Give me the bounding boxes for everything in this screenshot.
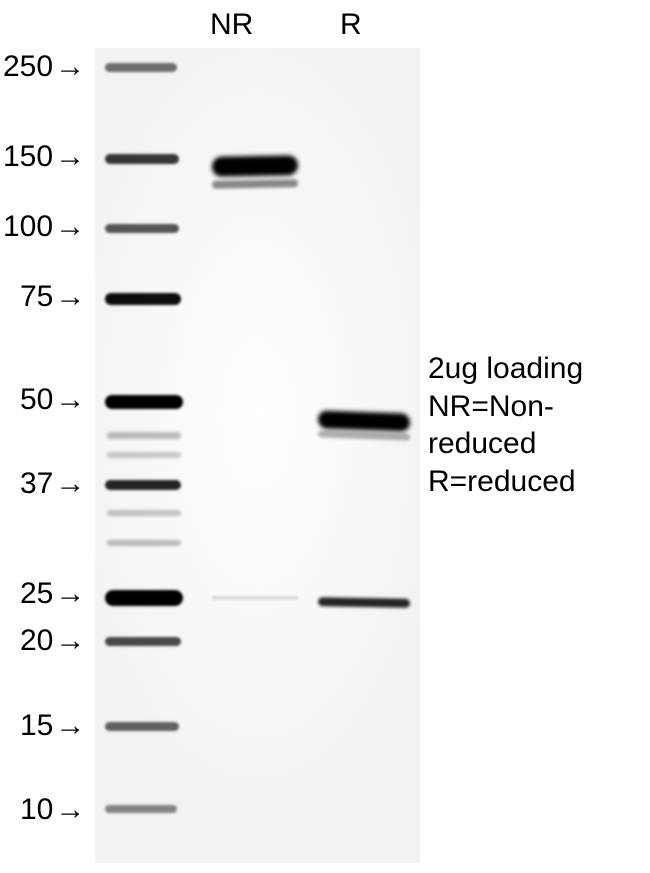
band-NR-1 [212, 179, 298, 189]
legend-line-3: R=reduced [428, 463, 583, 501]
legend-line-2: reduced [428, 425, 583, 463]
lane-header-nr: NR [210, 8, 253, 42]
arrow-icon: → [55, 709, 85, 743]
lane-header-r: R [340, 8, 362, 42]
mw-value: 50 [20, 383, 53, 417]
mw-value: 150 [3, 140, 53, 174]
mw-value: 25 [20, 577, 53, 611]
mw-value: 250 [3, 50, 53, 84]
band-R-2 [318, 597, 410, 608]
mw-label-150: 150→ [3, 140, 85, 174]
band-NR-0 [212, 155, 298, 177]
ladder-band-150 [105, 154, 179, 164]
ladder-smear-0 [107, 432, 181, 439]
legend-line-0: 2ug loading [428, 350, 583, 388]
ladder-band-37 [105, 480, 181, 490]
mw-value: 37 [20, 467, 53, 501]
band-NR-2 [212, 596, 298, 600]
arrow-icon: → [55, 50, 85, 84]
ladder-smear-1 [107, 452, 181, 458]
arrow-icon: → [55, 793, 85, 827]
ladder-smear-2 [107, 510, 181, 516]
arrow-icon: → [55, 210, 85, 244]
ladder-band-75 [105, 293, 181, 305]
mw-value: 20 [20, 624, 53, 658]
mw-label-50: 50→ [20, 383, 85, 417]
band-R-0 [318, 410, 410, 431]
mw-value: 100 [3, 210, 53, 244]
mw-label-37: 37→ [20, 467, 85, 501]
arrow-icon: → [55, 383, 85, 417]
arrow-icon: → [55, 140, 85, 174]
arrow-icon: → [55, 624, 85, 658]
ladder-band-15 [105, 722, 179, 731]
mw-label-75: 75→ [20, 280, 85, 314]
legend-line-1: NR=Non- [428, 388, 583, 426]
arrow-icon: → [55, 467, 85, 501]
mw-value: 15 [20, 709, 53, 743]
mw-label-10: 10→ [20, 793, 85, 827]
arrow-icon: → [55, 577, 85, 611]
mw-label-20: 20→ [20, 624, 85, 658]
ladder-band-25 [105, 590, 183, 606]
mw-label-15: 15→ [20, 709, 85, 743]
ladder-band-250 [105, 63, 177, 72]
ladder-smear-3 [107, 540, 181, 546]
arrow-icon: → [55, 280, 85, 314]
figure-container: NR R 250→150→100→75→50→37→25→20→15→10→ 2… [0, 0, 650, 873]
ladder-band-20 [105, 637, 181, 646]
ladder-band-100 [105, 224, 179, 233]
mw-label-250: 250→ [3, 50, 85, 84]
mw-value: 10 [20, 793, 53, 827]
mw-label-100: 100→ [3, 210, 85, 244]
legend-text: 2ug loadingNR=Non-reducedR=reduced [428, 350, 583, 500]
mw-value: 75 [20, 280, 53, 314]
ladder-band-10 [105, 805, 177, 813]
ladder-band-50 [105, 395, 183, 409]
mw-label-25: 25→ [20, 577, 85, 611]
